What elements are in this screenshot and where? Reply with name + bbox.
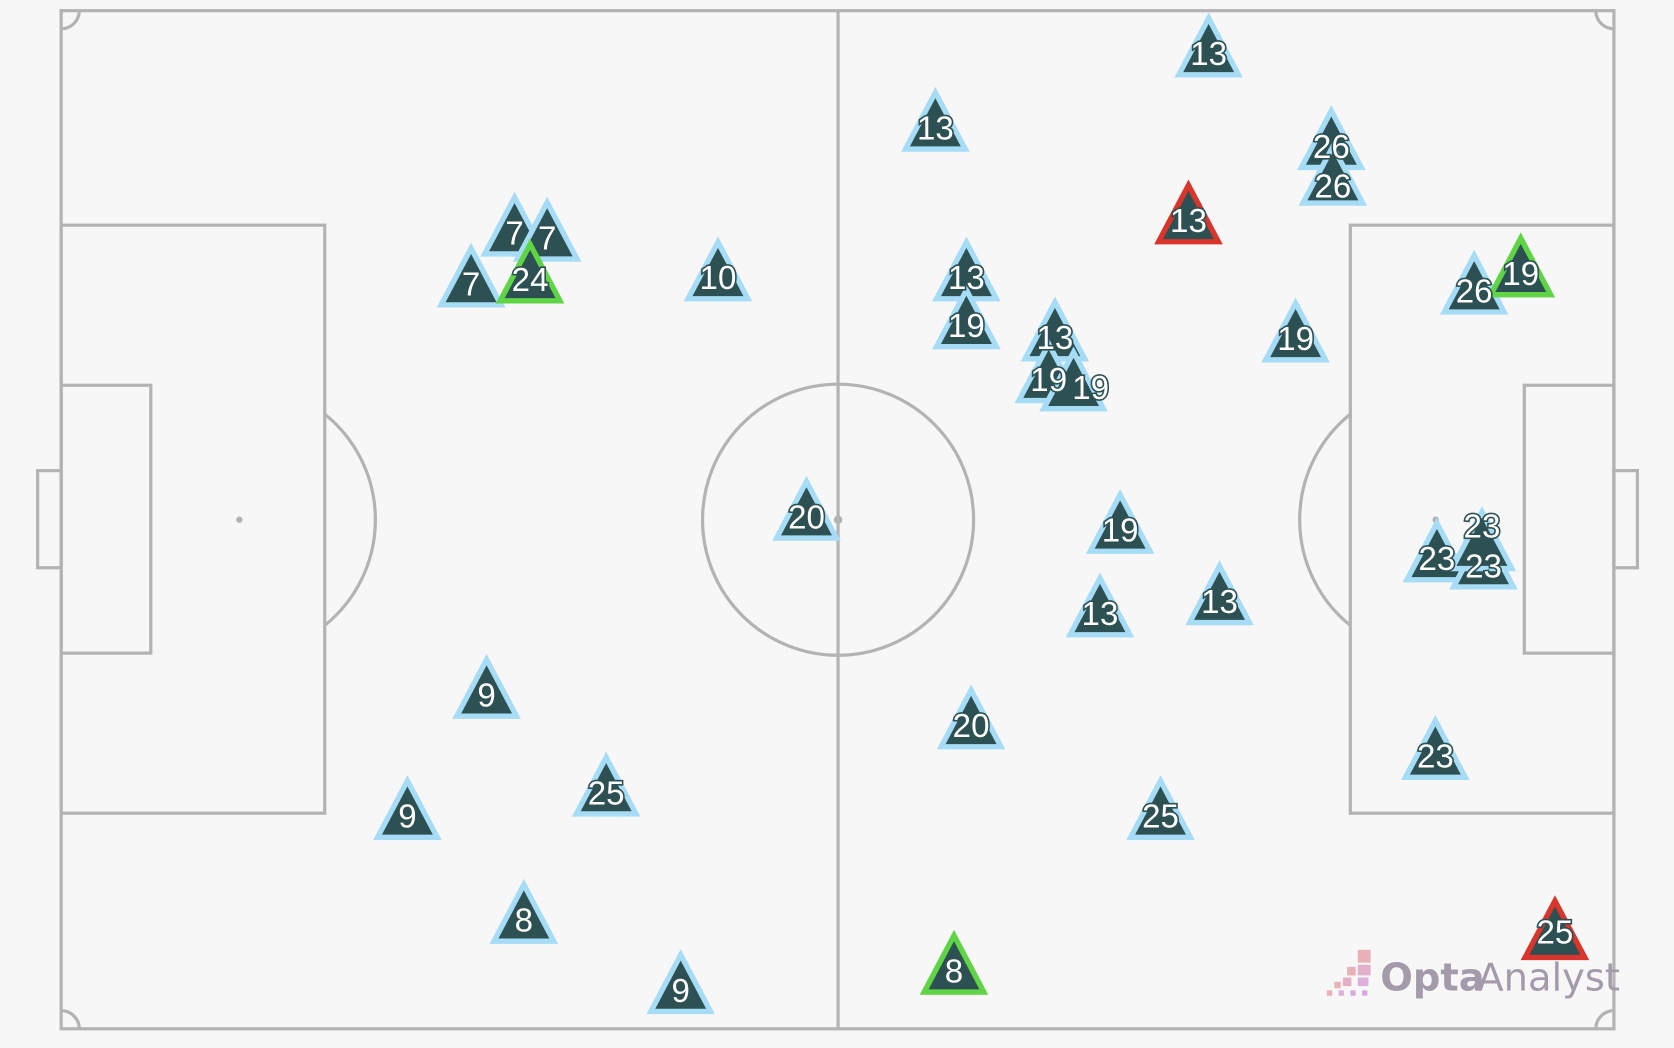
triangle-marker-icon <box>1520 895 1590 961</box>
triangle-marker-icon <box>646 949 716 1015</box>
corner-arc <box>1594 10 1615 31</box>
triangle-marker-icon <box>495 238 565 304</box>
player-number: 13 <box>1190 36 1227 73</box>
player-number: 19 <box>1102 513 1139 550</box>
triangle-marker-icon <box>489 878 559 944</box>
left-penalty-arc <box>323 412 377 627</box>
triangle-marker-icon <box>1065 572 1135 638</box>
player-number: 20 <box>788 499 825 536</box>
triangle-marker-icon <box>1154 179 1223 245</box>
corner-arc <box>1594 1009 1615 1029</box>
triangle-marker-icon <box>919 929 989 995</box>
player-markers <box>373 12 1590 1015</box>
triangle-marker-icon <box>1447 506 1517 572</box>
triangle-marker-icon <box>932 284 1001 350</box>
triangle-marker-icon <box>373 775 442 841</box>
triangle-marker-icon <box>1174 12 1243 78</box>
right-penalty-arc <box>1298 412 1352 627</box>
player-number: 26 <box>1456 273 1493 310</box>
player-number: 13 <box>948 260 985 297</box>
triangle-marker-icon <box>1401 715 1470 780</box>
player-number: 8 <box>515 903 533 940</box>
player-number: 19 <box>948 308 985 345</box>
player-number: 20 <box>953 708 990 745</box>
player-number: 24 <box>512 262 549 299</box>
player-number: 7 <box>505 215 523 252</box>
player-number: 19 <box>1502 256 1539 293</box>
logo-text-analyst: Analyst <box>1477 955 1620 1000</box>
player-number: 7 <box>462 266 480 303</box>
player-number: 8 <box>945 953 963 990</box>
triangle-marker-icon <box>772 475 841 541</box>
player-number: 23 <box>1417 739 1454 776</box>
corner-arc <box>61 10 81 31</box>
triangle-marker-icon <box>901 86 970 152</box>
player-number: 26 <box>1313 129 1350 166</box>
triangle-marker-icon <box>452 653 521 719</box>
triangle-marker-icon <box>683 236 753 302</box>
player-number: 9 <box>398 799 416 836</box>
player-number: 19 <box>1072 370 1109 407</box>
player-number: 9 <box>671 973 689 1010</box>
triangle-marker-icon <box>1486 232 1556 298</box>
player-number: 26 <box>1314 169 1351 206</box>
player-number: 13 <box>917 110 954 147</box>
logo-text-opta: Opta <box>1380 955 1484 1000</box>
corner-arc <box>61 1009 81 1029</box>
triangle-marker-icon <box>1085 488 1155 554</box>
left-goal <box>36 469 63 570</box>
player-number: 13 <box>1170 203 1207 240</box>
player-number: 13 <box>1201 584 1238 621</box>
player-number: 23 <box>1465 548 1502 585</box>
triangle-marker-icon <box>1039 346 1108 412</box>
left-penalty-spot <box>236 516 243 523</box>
center-circle <box>700 382 976 657</box>
player-number: 13 <box>1082 596 1119 633</box>
opta-analyst-logo: Opta Analyst <box>1326 949 1620 1000</box>
player-number: 13 <box>1037 320 1074 357</box>
triangle-marker-icon <box>436 242 506 308</box>
triangle-marker-icon <box>1185 560 1254 626</box>
player-number: 23 <box>1464 509 1501 546</box>
triangle-marker-icon <box>1298 140 1368 206</box>
pitch-lines <box>36 9 1640 1031</box>
right-goal <box>1612 469 1640 570</box>
triangle-marker-icon <box>936 684 1006 750</box>
logo-mark-icon <box>1326 949 1371 996</box>
player-number: 9 <box>477 678 495 715</box>
player-number: 10 <box>700 260 737 297</box>
triangle-marker-icon <box>571 751 641 817</box>
player-number: 19 <box>1277 321 1314 358</box>
player-number: 23 <box>1419 541 1456 578</box>
triangle-marker-icon <box>1126 775 1195 841</box>
player-number: 25 <box>588 775 625 812</box>
triangle-marker-icon <box>1439 249 1509 315</box>
player-number: 19 <box>1030 362 1067 399</box>
center-spot <box>833 515 843 524</box>
player-number: 7 <box>538 220 556 257</box>
triangle-marker-icon <box>1261 297 1330 363</box>
player-number: 25 <box>1537 915 1574 952</box>
player-number: 25 <box>1142 799 1179 836</box>
